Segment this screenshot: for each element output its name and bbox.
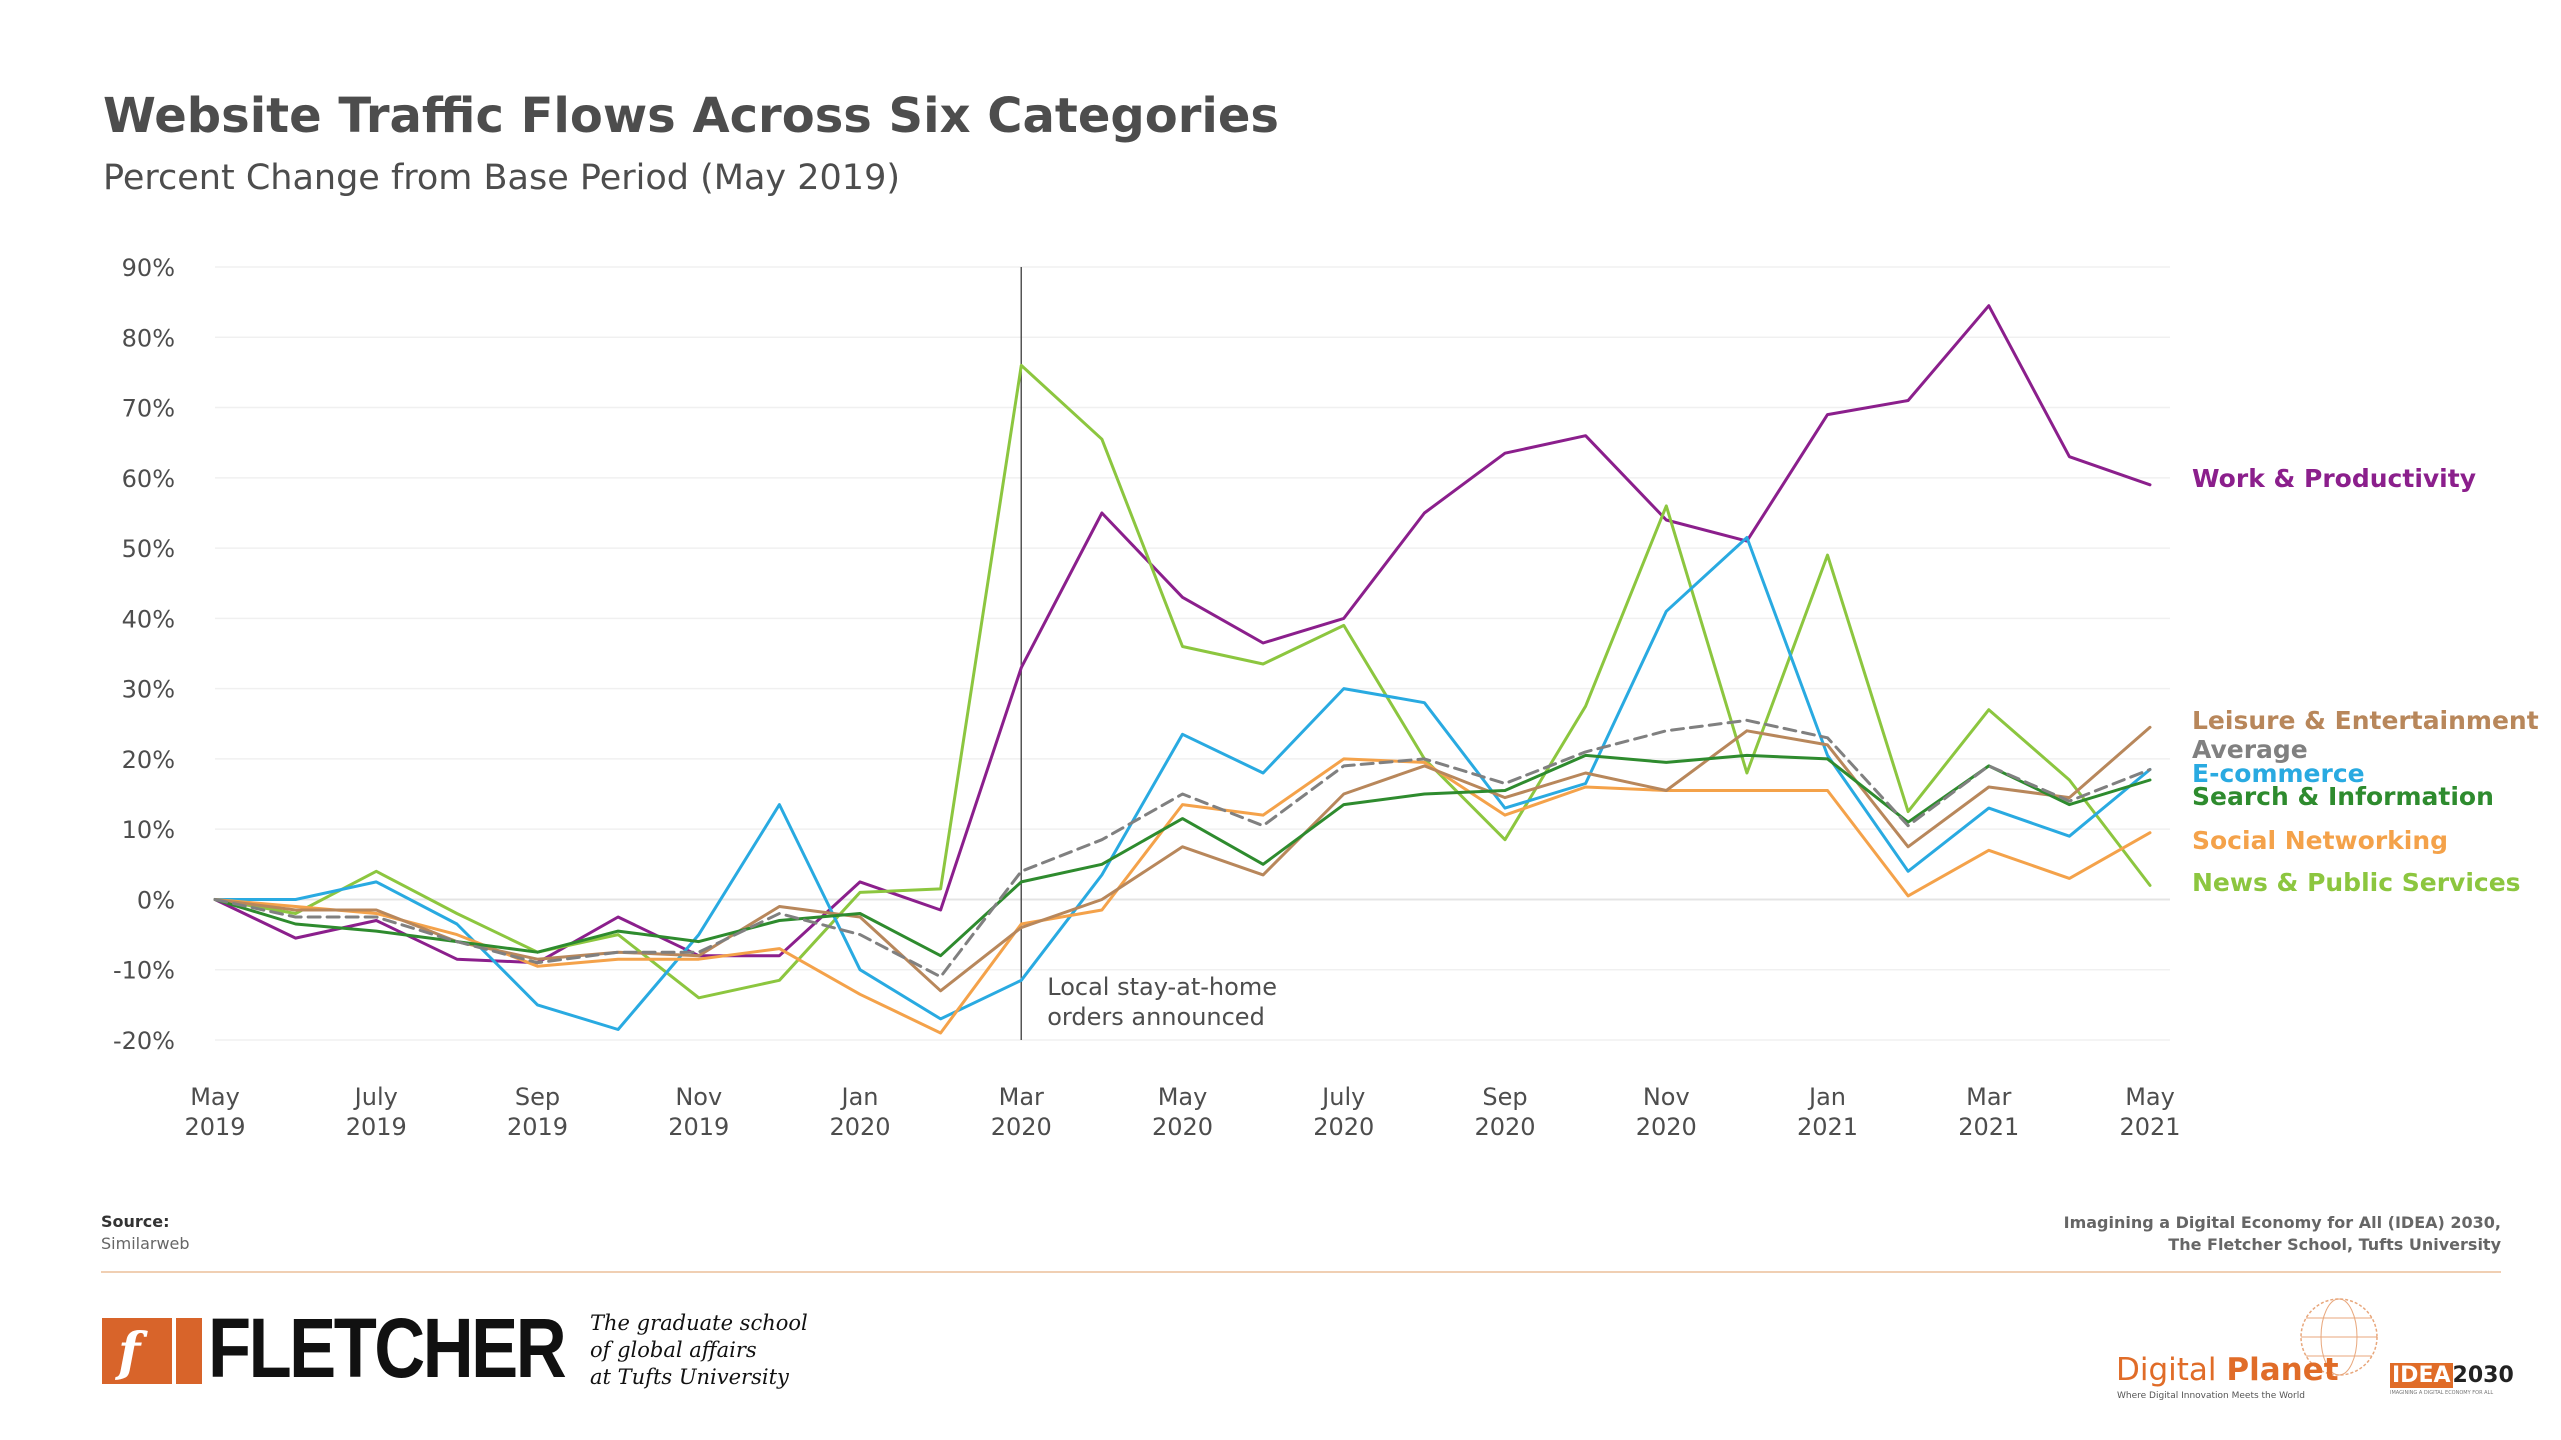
- x-tick-label: Sep: [1482, 1083, 1527, 1111]
- x-tick-label: Nov: [1643, 1083, 1690, 1111]
- y-tick-label: 10%: [122, 816, 175, 844]
- digital-planet-logo: Digital Planet: [2116, 1352, 2339, 1388]
- line-chart: 90% 80% 70% 60% 50% 40% 30% 20% 10% 0% -10% -20% Ma…: [113, 254, 2539, 1141]
- series-line-work-productivity: [213, 304, 2152, 965]
- chart-subtitle: Percent Change from Base Period (May 201…: [103, 158, 901, 198]
- x-tick-label: May: [1158, 1083, 1208, 1111]
- x-tick-label: 2019: [184, 1113, 245, 1141]
- series-end-label: Work & Productivity: [2192, 464, 2476, 493]
- chart-title: Website Traffic Flows Across Six Categor…: [103, 88, 1279, 144]
- y-tick-label: 50%: [122, 535, 175, 563]
- x-tick-label: 2019: [507, 1113, 568, 1141]
- footer-divider: [101, 1271, 2501, 1273]
- series-line-social-networking: [213, 757, 2152, 1035]
- fletcher-logo-bar: [176, 1318, 202, 1384]
- series-line-news-public-services: [213, 363, 2152, 1000]
- series-end-labels: Work & Productivity Leisure & Entertainme…: [2192, 464, 2539, 897]
- y-tick-label: 80%: [122, 324, 175, 352]
- series-lines: [213, 304, 2152, 1035]
- y-tick-label: -10%: [113, 957, 175, 985]
- x-tick-label: May: [2125, 1083, 2175, 1111]
- x-tick-label: 2020: [1152, 1113, 1213, 1141]
- x-tick-label: July: [353, 1083, 398, 1111]
- series-end-label: Leisure & Entertainment: [2192, 706, 2539, 735]
- x-tick-label: 2021: [1797, 1113, 1858, 1141]
- series-end-label: Social Networking: [2192, 826, 2448, 855]
- tagline-line-1: The graduate school: [590, 1311, 808, 1335]
- series-line-e-commerce: [213, 536, 2152, 1031]
- idea-box: IDEA: [2390, 1363, 2453, 1388]
- series-end-label: Search & Information: [2192, 782, 2494, 811]
- credit-line-1: Imagining a Digital Economy for All (IDE…: [2063, 1213, 2501, 1232]
- y-tick-label: 90%: [122, 254, 175, 282]
- y-tick-label: 20%: [122, 746, 175, 774]
- dp-word-2: Planet: [2226, 1352, 2339, 1388]
- idea-2030-logo: IDEA2030: [2390, 1363, 2514, 1388]
- x-tick-label: Sep: [515, 1083, 560, 1111]
- series-line-leisure-entertainment: [213, 725, 2152, 993]
- y-tick-label: 70%: [122, 395, 175, 423]
- dp-word-1: Digital: [2116, 1352, 2227, 1388]
- source-label: Source:: [101, 1212, 170, 1231]
- x-tick-label: 2020: [1313, 1113, 1374, 1141]
- x-tick-label: 2019: [668, 1113, 729, 1141]
- credit-line-2: The Fletcher School, Tufts University: [2168, 1235, 2501, 1254]
- annotation-text: Local stay-at-home: [1047, 973, 1277, 1001]
- x-tick-label: 2021: [2119, 1113, 2180, 1141]
- x-tick-label: 2020: [1636, 1113, 1697, 1141]
- grid-lines: [215, 266, 2170, 1041]
- y-axis: 90% 80% 70% 60% 50% 40% 30% 20% 10% 0% -10% -20%: [113, 254, 175, 1055]
- x-tick-label: Mar: [999, 1083, 1044, 1111]
- credit: Imagining a Digital Economy for All (IDE…: [2064, 1212, 2501, 1256]
- idea-year: 2030: [2452, 1363, 2514, 1388]
- x-tick-label: July: [1320, 1083, 1365, 1111]
- x-tick-label: 2020: [1474, 1113, 1535, 1141]
- series-line-average: [213, 718, 2152, 979]
- y-tick-label: 30%: [122, 676, 175, 704]
- series-end-label: E-commerce: [2192, 759, 2365, 788]
- x-tick-label: Jan: [840, 1083, 879, 1111]
- source-name: Similarweb: [101, 1234, 190, 1253]
- x-tick-label: 2021: [1958, 1113, 2019, 1141]
- series-end-label: News & Public Services: [2192, 868, 2521, 897]
- globe-icon: [2300, 1298, 2378, 1376]
- fletcher-logo-mark: f: [102, 1318, 172, 1384]
- x-tick-label: 2020: [991, 1113, 1052, 1141]
- y-tick-label: 40%: [122, 605, 175, 633]
- tagline-line-3: at Tufts University: [590, 1365, 789, 1389]
- y-tick-label: -20%: [113, 1027, 175, 1055]
- x-axis: May2019July2019Sep2019Nov2019Jan2020Mar2…: [184, 1083, 2180, 1141]
- x-tick-label: May: [190, 1083, 240, 1111]
- fletcher-tagline: The graduate school of global affairs at…: [590, 1310, 808, 1391]
- series-end-label: Average: [2192, 735, 2308, 764]
- x-tick-label: Mar: [1966, 1083, 2011, 1111]
- x-tick-label: Nov: [675, 1083, 722, 1111]
- x-tick-label: Jan: [1807, 1083, 1846, 1111]
- y-tick-label: 0%: [137, 886, 175, 914]
- series-line-search-information: [213, 753, 2152, 958]
- tagline-line-2: of global affairs: [590, 1338, 757, 1362]
- x-tick-label: 2019: [346, 1113, 407, 1141]
- digital-planet-tagline: Where Digital Innovation Meets the World: [2117, 1391, 2305, 1401]
- x-tick-label: 2020: [829, 1113, 890, 1141]
- idea-subtitle: IMAGINING A DIGITAL ECONOMY FOR ALL: [2390, 1390, 2494, 1396]
- y-tick-label: 60%: [122, 465, 175, 493]
- fletcher-logo-text: FLETCHER: [208, 1301, 567, 1395]
- fletcher-logo-mark-letter: f: [118, 1322, 141, 1383]
- annotation-text: orders announced: [1047, 1003, 1265, 1031]
